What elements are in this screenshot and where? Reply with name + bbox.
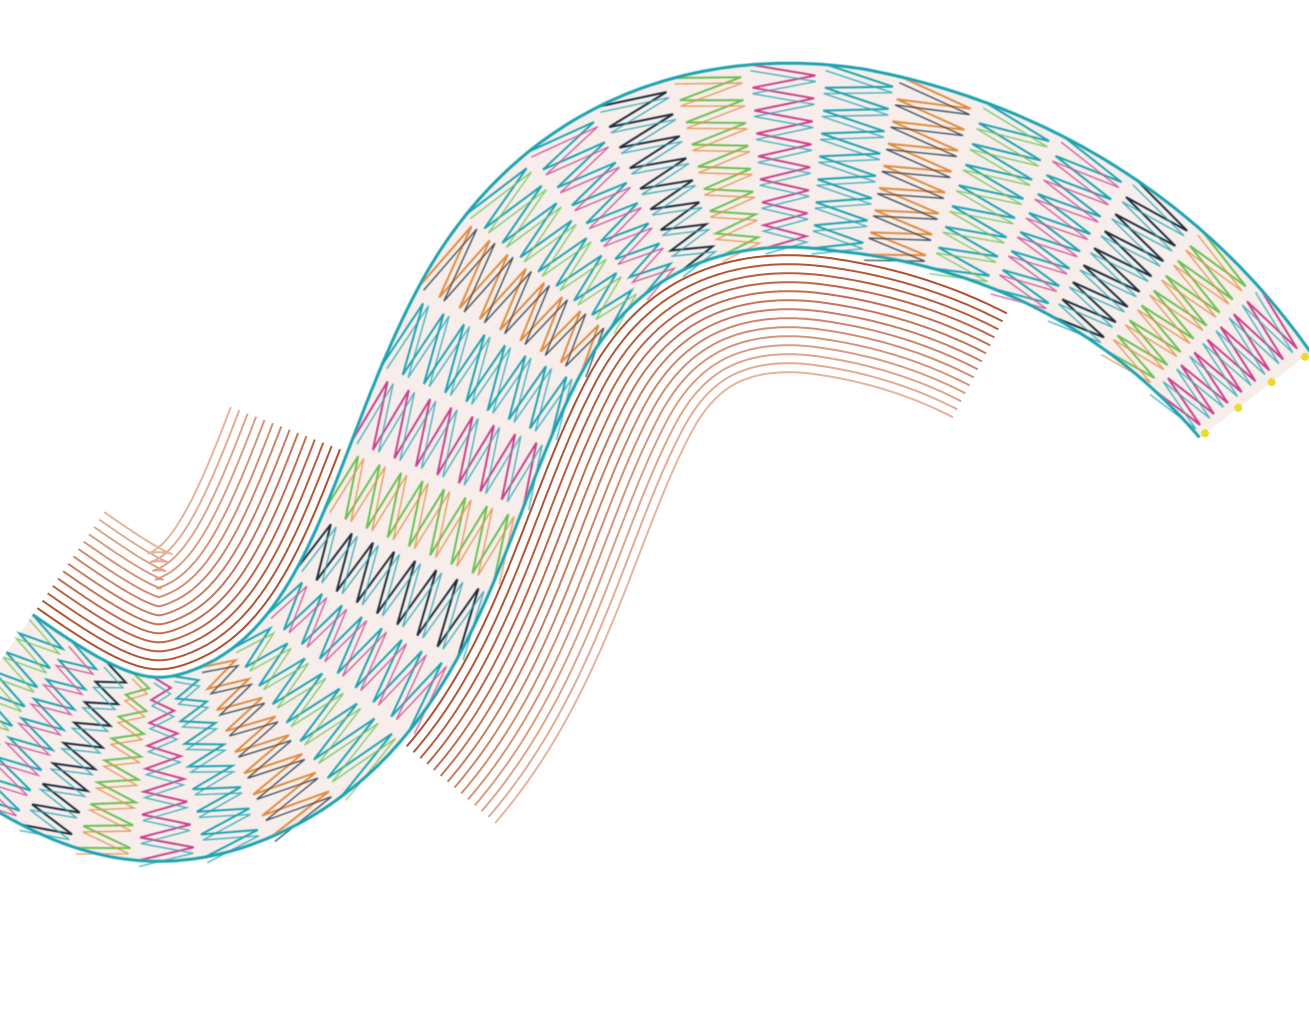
wire-ring [673, 76, 762, 257]
contour-line [47, 442, 325, 653]
wire-ring [469, 171, 637, 335]
wire-ring [235, 631, 397, 801]
wire-ring [301, 526, 485, 661]
wire-ring [350, 380, 538, 509]
contour-line [41, 445, 333, 662]
contour-line [446, 308, 983, 783]
contour-line [453, 317, 979, 789]
stent-edge [0, 245, 1201, 863]
wire-ring [598, 91, 716, 272]
contour-line [433, 290, 991, 771]
wire-ring [0, 619, 62, 732]
contour-line [487, 362, 958, 818]
radiopaque-markers [1201, 352, 1309, 438]
wire-ring [423, 228, 605, 378]
wire-ring [931, 101, 1050, 277]
wire-ring [929, 107, 1048, 283]
radiopaque-marker [1301, 352, 1309, 361]
wire-ring [1047, 184, 1185, 344]
contour-line [474, 344, 966, 806]
contour-line [460, 326, 975, 795]
wire-ring [329, 458, 515, 585]
wire-ring [865, 76, 972, 257]
contour-line [98, 409, 241, 564]
contour-line [88, 416, 258, 581]
wire-ring [993, 136, 1123, 305]
wire-ring [139, 682, 194, 868]
contour-line [494, 371, 954, 824]
wire-ring [750, 63, 816, 250]
wire-ring [465, 167, 635, 330]
wire-ring [174, 680, 260, 864]
contour-line [77, 422, 274, 599]
wire-ring [265, 581, 443, 732]
wire-ring [0, 640, 99, 812]
wire-ring [418, 225, 600, 374]
stent-wire-mesh [0, 61, 1309, 868]
contour-line [67, 429, 291, 617]
contour-line [72, 426, 283, 608]
wire-ring [270, 585, 448, 735]
copper-contour-lines [36, 254, 1008, 824]
wire-ring [600, 96, 718, 278]
wire-ring [21, 660, 129, 836]
contour-line [52, 439, 316, 644]
wire-ring [75, 678, 149, 855]
wire-ring [0, 613, 66, 745]
stent-fabric [0, 63, 1309, 862]
contour-line [405, 254, 1008, 748]
contour-line [439, 299, 987, 777]
wire-ring [198, 658, 330, 838]
contour-line [467, 335, 970, 801]
stent-edge [31, 61, 1309, 679]
wire-ring [674, 82, 763, 263]
radiopaque-marker [1234, 403, 1243, 412]
contour-line [103, 406, 232, 555]
contour-line [426, 281, 995, 765]
contour-line [412, 263, 1004, 753]
wire-ring [76, 672, 152, 850]
wire-ring [750, 70, 816, 255]
wire-ring [531, 126, 677, 301]
wire-ring [295, 523, 480, 658]
wire-ring [323, 455, 510, 583]
wire-ring [172, 675, 259, 858]
wire-ring [864, 82, 970, 262]
contour-line [480, 353, 962, 812]
wire-ring [812, 63, 894, 250]
wire-ring [811, 69, 893, 255]
contour-line [93, 413, 249, 572]
wire-ring [19, 666, 125, 841]
wire-ring [528, 121, 674, 296]
radiopaque-marker [1267, 378, 1276, 387]
wire-ring [138, 676, 194, 862]
stent-tube [0, 61, 1309, 868]
wire-ring [380, 302, 568, 438]
wire-ring [386, 305, 573, 441]
wire-ring [0, 645, 95, 817]
contour-line [36, 448, 341, 671]
contour-line [57, 435, 308, 635]
contour-line [62, 432, 300, 626]
wire-ring [1100, 234, 1243, 384]
wire-ring [1149, 291, 1294, 430]
wire-ring [231, 625, 393, 798]
contour-line [83, 419, 266, 590]
contour-line [419, 272, 999, 759]
radiopaque-marker [1201, 429, 1209, 438]
wire-ring [356, 383, 543, 511]
wire-ring [201, 664, 332, 843]
wire-ring [990, 141, 1120, 310]
